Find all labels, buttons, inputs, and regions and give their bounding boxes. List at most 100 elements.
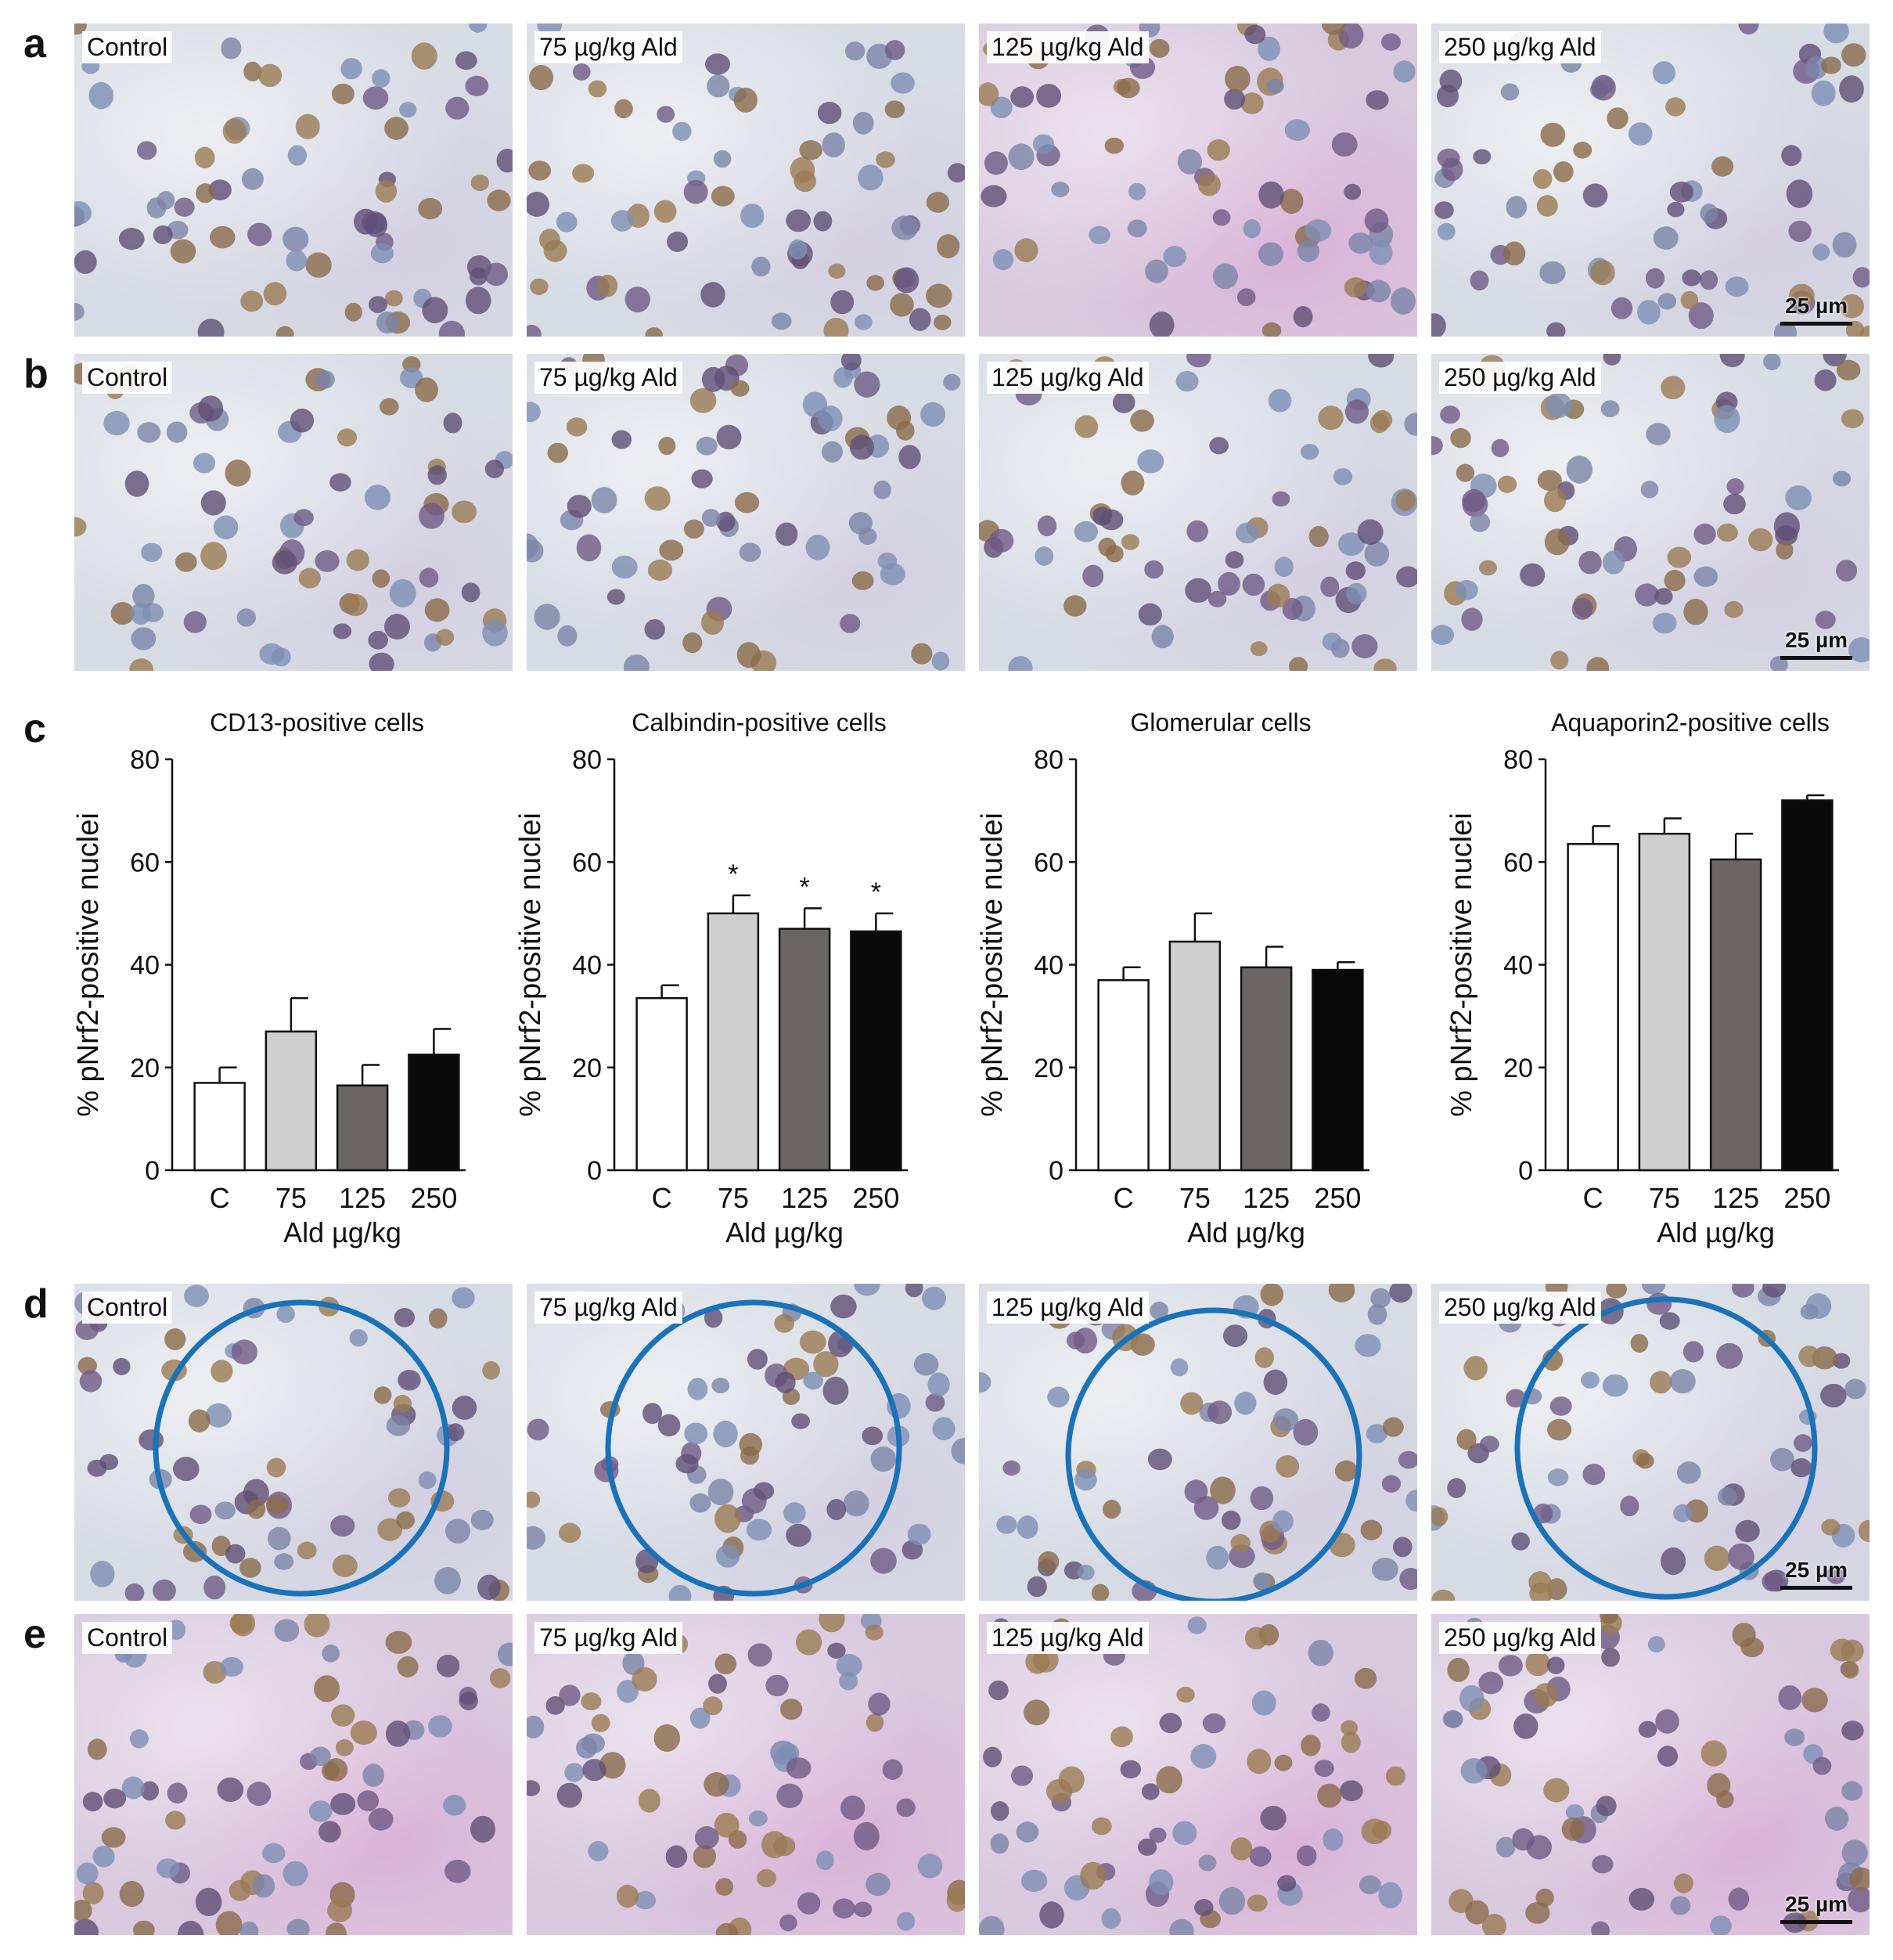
- cell-nucleus: [1673, 1504, 1693, 1522]
- cell-nucleus: [1272, 1510, 1294, 1533]
- cell-nucleus: [1431, 1589, 1456, 1601]
- cell-nucleus: [1447, 1657, 1470, 1682]
- cell-nucleus: [1393, 60, 1416, 83]
- cell-nucleus: [295, 113, 320, 139]
- cell-nucleus: [858, 528, 877, 546]
- micrograph-panel: 125 µg/kg Ald: [979, 1284, 1417, 1601]
- cell-nucleus: [786, 209, 812, 232]
- cell-nucleus: [797, 1892, 821, 1915]
- cell-nucleus: [193, 452, 216, 474]
- cell-nucleus: [213, 515, 239, 539]
- y-tick-label: 40: [1034, 951, 1063, 981]
- cell-nucleus: [443, 1794, 466, 1816]
- cell-nucleus: [527, 192, 549, 217]
- cell-nucleus: [853, 1821, 880, 1850]
- cell-nucleus: [1080, 1861, 1107, 1890]
- cell-nucleus: [1628, 1887, 1654, 1911]
- cell-nucleus: [1151, 625, 1174, 649]
- cell-nucleus: [771, 312, 792, 330]
- cell-nucleus: [386, 1415, 411, 1436]
- cell-nucleus: [1074, 521, 1098, 542]
- bar: [850, 930, 902, 1172]
- cell-nucleus: [534, 603, 560, 630]
- bar: [408, 1054, 460, 1172]
- cell-nucleus: [452, 1396, 477, 1420]
- cell-nucleus: [1320, 576, 1340, 597]
- cell-nucleus: [1170, 1358, 1189, 1377]
- cell-nucleus: [687, 1378, 708, 1400]
- cell-nucleus: [214, 1501, 236, 1520]
- scale-bar: 25 µm: [1780, 295, 1852, 326]
- cell-nucleus: [1210, 1476, 1236, 1504]
- cell-nucleus: [683, 180, 708, 204]
- y-tick-label: 60: [130, 848, 160, 877]
- cell-nucleus: [716, 424, 742, 450]
- cell-nucleus: [1682, 1341, 1704, 1363]
- cell-nucleus: [137, 422, 161, 443]
- cell-nucleus: [470, 174, 489, 192]
- bar-chart: Calbindin-positive cells 0 20 40 60 80 % pNrf2…: [514, 708, 955, 1256]
- cell-nucleus: [1532, 169, 1553, 189]
- cell-nucleus: [1175, 370, 1199, 392]
- cell-nucleus: [1704, 1545, 1730, 1571]
- cell-nucleus: [1138, 1838, 1157, 1856]
- cell-nucleus: [645, 327, 663, 337]
- cell-nucleus: [694, 1826, 719, 1850]
- cell-nucleus: [1364, 541, 1390, 567]
- cell-nucleus: [1163, 246, 1187, 268]
- cell-nucleus: [364, 485, 391, 510]
- cell-nucleus: [582, 1759, 606, 1782]
- cell-nucleus: [1778, 1685, 1802, 1710]
- cell-nucleus: [866, 1713, 884, 1732]
- cell-nucleus: [1841, 1839, 1868, 1867]
- cell-nucleus: [979, 1372, 991, 1393]
- cell-nucleus: [926, 283, 952, 308]
- micrograph-panel: Control: [74, 1284, 513, 1601]
- cell-nucleus: [644, 486, 671, 511]
- cell-nucleus: [315, 550, 340, 572]
- cell-nucleus: [262, 1843, 286, 1864]
- cell-nucleus: [818, 405, 843, 432]
- cell-nucleus: [1297, 1845, 1317, 1867]
- cell-nucleus: [840, 1795, 866, 1821]
- cell-nucleus: [1180, 1392, 1204, 1415]
- cell-nucleus: [1393, 1537, 1413, 1558]
- cell-nucleus: [225, 1544, 246, 1564]
- y-tick-label: 0: [145, 1156, 160, 1186]
- y-tick-label: 0: [587, 1156, 602, 1186]
- cell-nucleus: [1841, 43, 1866, 67]
- cell-nucleus: [951, 1437, 965, 1465]
- cell-nucleus: [243, 61, 262, 81]
- cell-nucleus: [239, 1558, 261, 1578]
- cell-nucleus: [297, 1541, 317, 1560]
- cell-nucleus: [1540, 122, 1566, 147]
- cell-nucleus: [1074, 1468, 1097, 1491]
- cell-nucleus: [1378, 1882, 1402, 1909]
- cell-nucleus: [411, 42, 437, 70]
- cell-nucleus: [635, 1890, 656, 1910]
- panel-label: Control: [82, 1622, 173, 1654]
- cell-nucleus: [1373, 658, 1397, 671]
- cell-nucleus: [1344, 183, 1362, 200]
- cell-nucleus: [1460, 1758, 1488, 1784]
- cell-nucleus: [1776, 540, 1794, 560]
- cell-nucleus: [252, 1874, 275, 1898]
- cell-nucleus: [751, 256, 771, 277]
- cell-nucleus: [357, 1790, 380, 1811]
- glomerulus-outline: [1065, 1307, 1362, 1601]
- cell-nucleus: [1503, 241, 1526, 266]
- cell-nucleus: [1447, 1478, 1467, 1498]
- cell-nucleus: [1251, 1690, 1276, 1716]
- cell-nucleus: [1710, 1915, 1732, 1935]
- cell-nucleus: [624, 286, 650, 313]
- cell-nucleus: [1289, 657, 1308, 671]
- cell-nucleus: [527, 1418, 549, 1441]
- cell-nucleus: [1470, 512, 1491, 532]
- cell-nucleus: [1586, 657, 1610, 671]
- cell-nucleus: [905, 1284, 923, 1298]
- cell-nucleus: [1463, 1356, 1488, 1381]
- cell-nucleus: [909, 308, 931, 331]
- cell-nucleus: [1770, 1447, 1794, 1472]
- cell-nucleus: [1600, 400, 1620, 418]
- cell-nucleus: [1536, 195, 1558, 217]
